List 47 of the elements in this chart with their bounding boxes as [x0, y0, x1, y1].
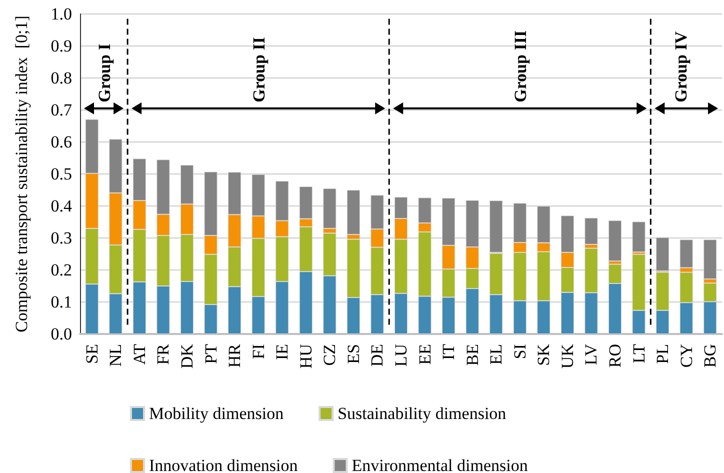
y-tick-label: 0.3 [50, 228, 72, 248]
legend-label: Mobility dimension [149, 404, 284, 423]
x-tick-label: FI [248, 344, 268, 360]
x-tick-label: EE [415, 344, 434, 365]
x-tick-label: BG [700, 344, 720, 368]
legend-label: Sustainability dimension [338, 404, 507, 423]
annotation: Group III [510, 30, 530, 102]
y-tick-label: 0.6 [50, 132, 72, 152]
x-tick-label: IT [439, 343, 458, 360]
x-tick-label: CY [676, 344, 696, 368]
x-tick-label: HU [296, 344, 316, 369]
x-tick-label: EL [486, 344, 506, 365]
x-tick-label: LU [392, 344, 410, 367]
x-tick-label: SK [534, 343, 554, 366]
x-tick-label: SE [82, 344, 102, 364]
x-tick-label: BE [462, 344, 482, 366]
x-tick-label: UK [558, 343, 577, 369]
y-tick-label: 0.5 [50, 164, 72, 184]
x-tick-label: LV [582, 343, 601, 366]
x-tick-label: PL [653, 344, 672, 364]
y-axis-title: Composite transport sustainability index [0;1] [12, 16, 31, 332]
y-tick-label: 0.2 [50, 260, 72, 280]
x-tick-label: LT [629, 343, 648, 364]
y-tick-label: 0.4 [50, 196, 72, 216]
x-tick-label: DE [368, 344, 387, 367]
annotation: Group I [94, 43, 114, 102]
x-tick-label: DK [178, 343, 196, 369]
x-tick-label: PT [201, 343, 220, 364]
y-tick-label: 0.1 [50, 292, 72, 312]
x-tick-label: CZ [320, 344, 340, 366]
y-tick-label: 0.7 [50, 100, 72, 120]
annotation: Group II [249, 36, 268, 102]
x-tick-label: SI [510, 344, 530, 360]
y-tick-label: 1.0 [50, 4, 72, 24]
annotation: Group IV [671, 30, 690, 102]
y-tick-label: 0.0 [50, 324, 72, 344]
y-tick-label: 0.8 [50, 68, 72, 88]
x-tick-label: RO [606, 344, 624, 368]
x-tick-label: ES [344, 344, 363, 364]
x-tick-label: FR [154, 343, 173, 365]
y-tick-label: 0.9 [50, 36, 72, 56]
x-tick-label: IE [272, 344, 292, 360]
x-tick-label: HR [225, 343, 244, 368]
x-tick-label: NL [106, 344, 126, 367]
legend-label: Innovation dimension [149, 456, 298, 473]
x-tick-label: AT [130, 343, 149, 365]
legend-label: Environmental dimension [352, 456, 528, 473]
